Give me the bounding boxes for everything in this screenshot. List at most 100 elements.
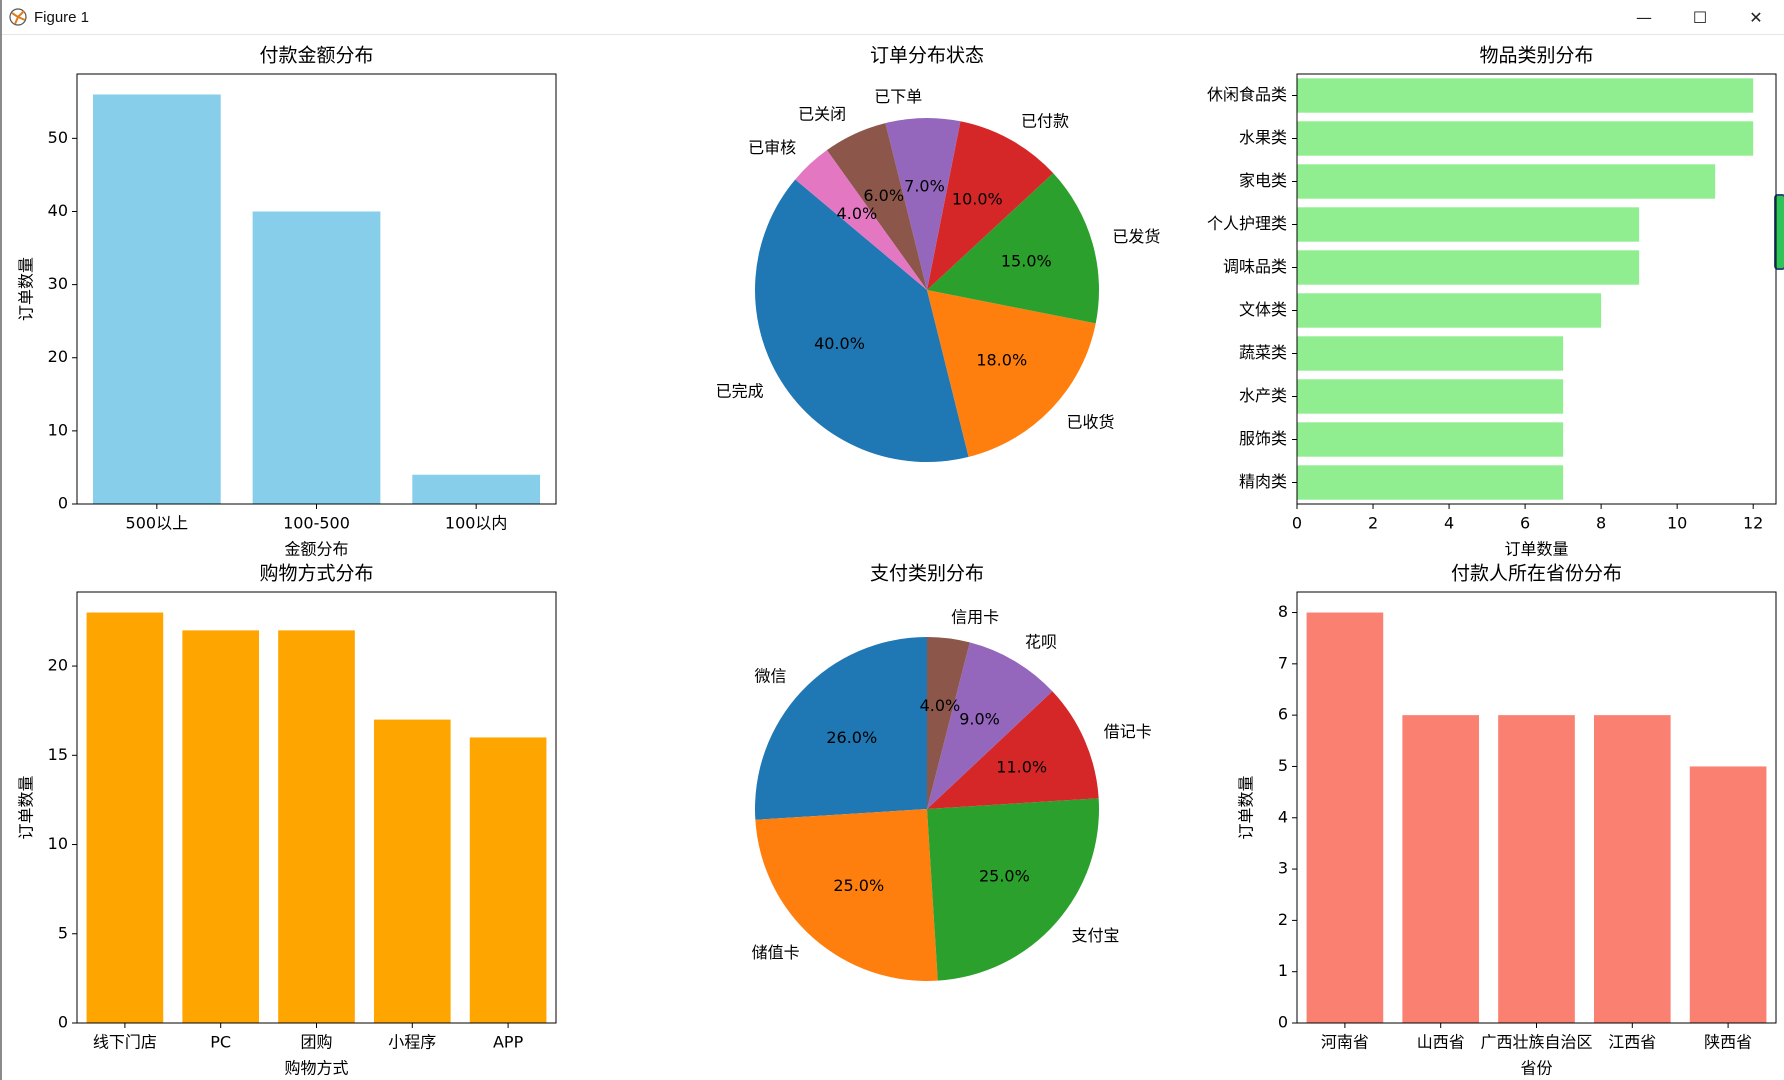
maximize-button[interactable]: ☐ — [1692, 7, 1708, 27]
pie-label: 已发货 — [1112, 227, 1160, 246]
bar-0 — [86, 612, 164, 1023]
pie-label: 支付宝 — [1072, 926, 1120, 945]
pie-label: 储值卡 — [752, 943, 800, 962]
pie-slice-0 — [755, 637, 927, 820]
chart-amount: 付款金额分布 500以上 100-500 100以内 0 10 20 30 40 50 金额分布 订单… — [17, 45, 557, 559]
bar-9 — [1297, 465, 1564, 500]
pie-label: 已收货 — [1067, 412, 1115, 431]
bar-2 — [278, 630, 355, 1023]
pie-label: 已审核 — [748, 138, 796, 157]
bar-3 — [373, 719, 451, 1023]
window-titlebar: Figure 1 — ☐ ✕ — [0, 0, 1784, 35]
pie-pct-label: 7.0% — [904, 176, 945, 195]
x-tick-label: 6 — [1520, 514, 1530, 533]
y-tick-label: 调味品类 — [1223, 257, 1287, 276]
bar-4 — [469, 737, 547, 1023]
axes-frame — [1296, 73, 1777, 505]
pie-label: 信用卡 — [951, 607, 999, 626]
axes-frame — [76, 73, 557, 505]
pie-pct-label: 11.0% — [996, 758, 1047, 777]
chart-title: 支付类别分布 — [870, 563, 984, 585]
window-title: Figure 1 — [34, 8, 90, 26]
pie-slice-1 — [927, 290, 1096, 457]
y-axis-label: 订单数量 — [17, 775, 36, 839]
pie-slice-2 — [927, 798, 1099, 981]
x-tick-label: 广西壮族自治区 — [1480, 1033, 1592, 1052]
side-scroll-handle[interactable] — [1774, 194, 1784, 270]
y-tick-label: 服饰类 — [1239, 429, 1287, 448]
y-tick-label: 5 — [1278, 756, 1288, 775]
minimize-button[interactable]: — — [1636, 7, 1652, 27]
y-tick-label: 10 — [48, 834, 68, 853]
pie-slice-0 — [755, 179, 969, 462]
pie-label: 已完成 — [716, 382, 764, 401]
bar-0 — [1306, 612, 1384, 1023]
x-tick-label: 100以内 — [445, 514, 508, 533]
pie-pct-label: 26.0% — [826, 728, 877, 747]
y-tick-label: 0 — [58, 494, 68, 513]
x-tick-label: 山西省 — [1417, 1033, 1465, 1052]
y-tick-label: 家电类 — [1239, 171, 1287, 190]
y-tick-label: 7 — [1278, 653, 1288, 672]
window-left-border — [0, 0, 2, 1080]
chart-title: 付款人所在省份分布 — [1451, 563, 1622, 585]
x-tick-label: 10 — [1667, 514, 1687, 533]
axes-frame — [76, 591, 557, 1024]
y-tick-label: 40 — [48, 201, 68, 220]
bar-0 — [1297, 78, 1754, 113]
x-tick-label: APP — [493, 1033, 524, 1052]
y-tick-label: 水产类 — [1239, 386, 1287, 405]
pie-slice-5 — [826, 123, 927, 291]
chart-title: 订单分布状态 — [870, 45, 984, 67]
pie-slice-2 — [927, 173, 1099, 324]
pie-label: 已下单 — [874, 87, 922, 106]
y-tick-label: 15 — [48, 745, 68, 764]
x-tick-label: 小程序 — [388, 1033, 436, 1052]
bar-1 — [1402, 715, 1480, 1023]
bar-0 — [92, 94, 221, 504]
pie-pct-label: 10.0% — [952, 189, 1003, 208]
bar-8 — [1297, 422, 1564, 457]
pie-pct-label: 6.0% — [863, 186, 904, 205]
pie-label: 已关闭 — [798, 105, 846, 124]
bar-2 — [412, 474, 541, 504]
pie-pct-label: 15.0% — [1001, 251, 1052, 270]
chart-category: 物品类别分布休闲食品类水果类家电类个人护理类调味品类文体类蔬菜类水产类服饰类精肉… — [1207, 45, 1777, 559]
x-tick-label: 2 — [1368, 514, 1378, 533]
pie-label: 微信 — [755, 667, 787, 686]
pie-pct-label: 4.0% — [837, 204, 878, 223]
x-tick-label: 0 — [1292, 514, 1302, 533]
pie-slice-3 — [927, 691, 1099, 809]
chart-title: 购物方式分布 — [259, 563, 373, 585]
bar-4 — [1297, 250, 1640, 285]
y-tick-label: 1 — [1278, 961, 1288, 980]
x-tick-label: PC — [210, 1033, 231, 1052]
bar-4 — [1689, 766, 1767, 1023]
y-tick-label: 文体类 — [1239, 300, 1287, 319]
y-tick-label: 0 — [58, 1013, 68, 1032]
bar-2 — [1297, 164, 1716, 199]
y-tick-label: 10 — [48, 420, 68, 439]
pie-slice-1 — [755, 809, 938, 981]
y-tick-label: 8 — [1278, 602, 1288, 621]
y-tick-label: 20 — [48, 656, 68, 675]
y-tick-label: 20 — [48, 347, 68, 366]
x-tick-label: 4 — [1444, 514, 1454, 533]
y-axis-label: 订单数量 — [17, 257, 36, 321]
pie-pct-label: 9.0% — [959, 710, 1000, 729]
pie-label: 花呗 — [1025, 633, 1057, 652]
chart-title: 物品类别分布 — [1479, 45, 1593, 67]
x-tick-label: 12 — [1743, 514, 1763, 533]
y-tick-label: 0 — [1278, 1013, 1288, 1032]
y-tick-label: 4 — [1278, 807, 1288, 826]
chart-title: 付款金额分布 — [259, 45, 373, 67]
close-button[interactable]: ✕ — [1749, 7, 1763, 27]
x-axis-label: 金额分布 — [284, 540, 348, 559]
y-tick-label: 休闲食品类 — [1207, 85, 1287, 104]
axes-frame — [1296, 591, 1777, 1024]
pie-pct-label: 40.0% — [814, 334, 865, 353]
pie-slice-5 — [927, 637, 970, 809]
bar-3 — [1593, 715, 1671, 1023]
chart-payment: 支付类别分布 26.0% 微信 25.0% 储值卡 25.0% 支付宝 11.0% 借记卡 9.0… — [752, 563, 1152, 981]
